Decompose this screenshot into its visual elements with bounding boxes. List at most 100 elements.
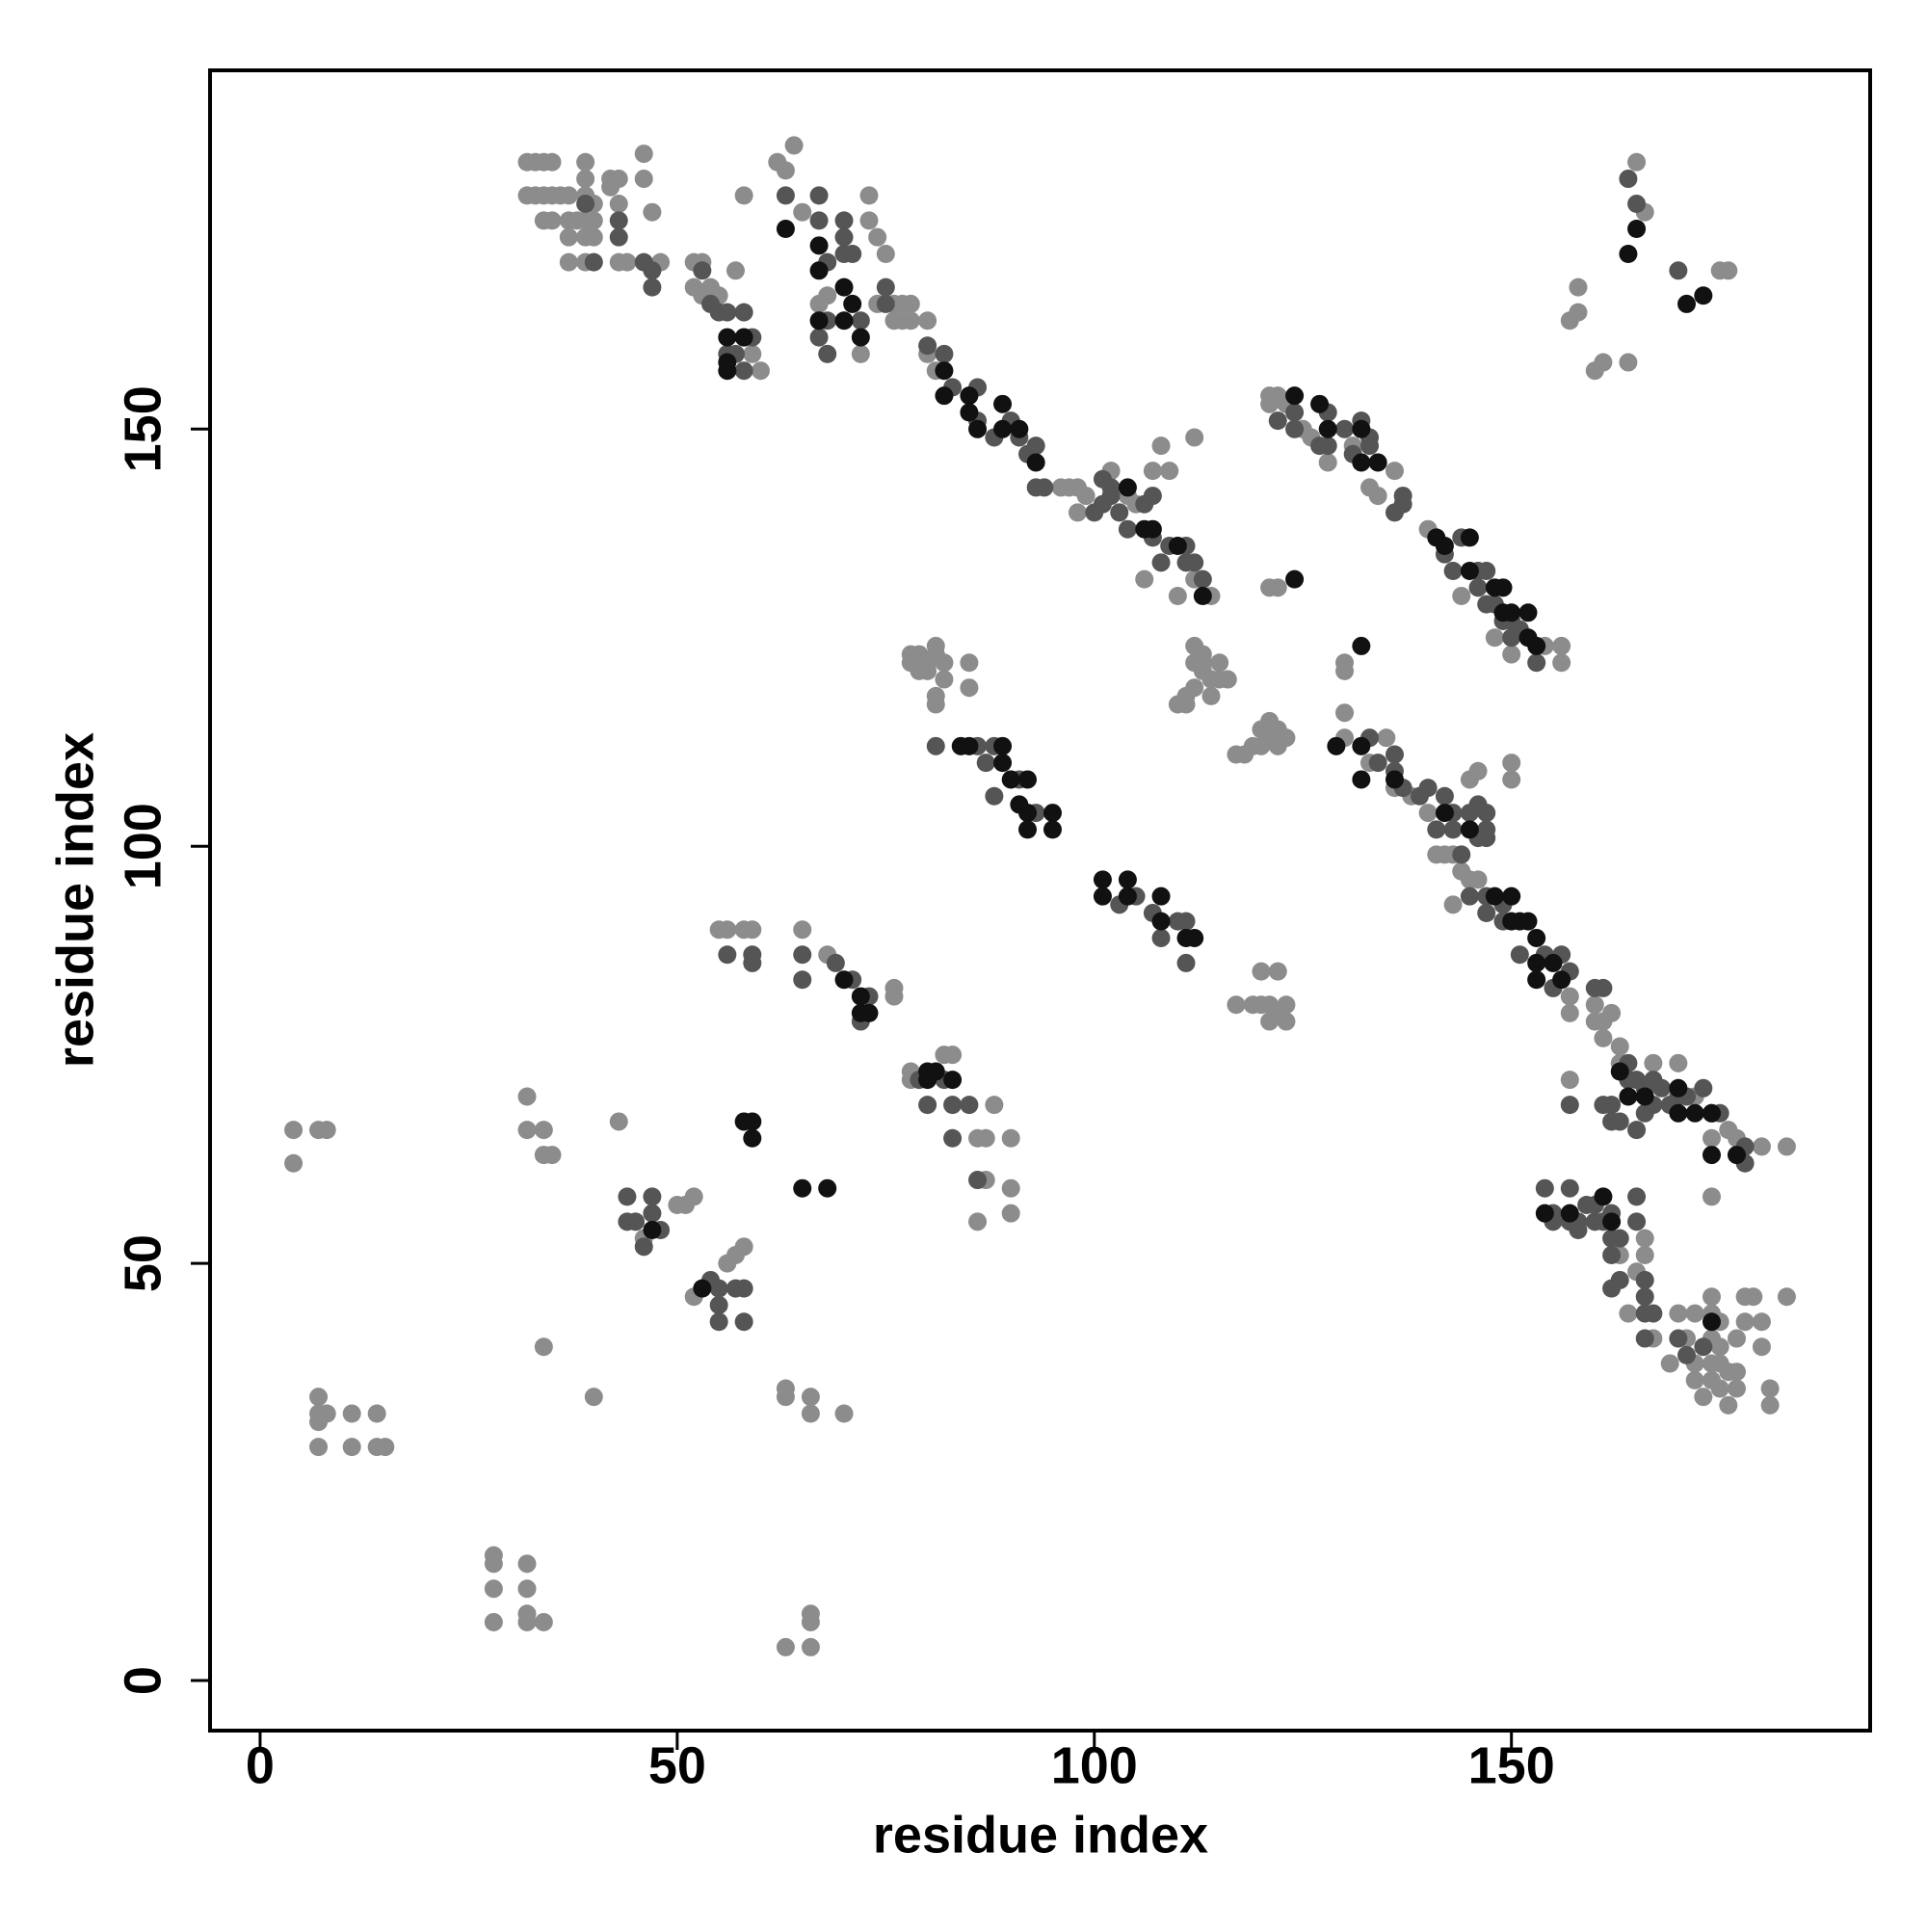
contact-point [1669, 1078, 1688, 1098]
contact-point [1502, 645, 1521, 664]
contact-point [643, 1187, 662, 1206]
contact-point [960, 736, 979, 755]
contact-point [1652, 1078, 1672, 1098]
contact-point [1418, 804, 1438, 823]
contact-point [1227, 995, 1246, 1015]
contact-point [809, 211, 829, 230]
contact-point [818, 344, 837, 363]
contact-point [751, 361, 770, 381]
contact-point [376, 1438, 395, 1457]
contact-point [960, 1096, 979, 1115]
contact-point [1635, 1229, 1654, 1248]
contact-point [985, 1096, 1004, 1115]
contact-point [1752, 1337, 1771, 1357]
contact-point [718, 303, 737, 322]
y-tick-label: 100 [114, 803, 172, 889]
contact-point [1093, 870, 1112, 889]
contact-point [1452, 845, 1471, 864]
contact-point [851, 344, 870, 363]
contact-point [634, 170, 653, 189]
contact-point [834, 1404, 854, 1423]
contact-point [517, 1579, 537, 1599]
contact-point [734, 303, 753, 322]
contact-point [1527, 970, 1546, 990]
contact-point [1427, 820, 1446, 839]
contact-point [1727, 1146, 1746, 1165]
contact-point [1143, 462, 1162, 481]
contact-point [1393, 487, 1412, 506]
contact-point [976, 754, 995, 773]
contact-point [1435, 537, 1454, 556]
contact-point [968, 1212, 988, 1231]
contact-point [309, 1388, 329, 1407]
contact-point [793, 1178, 812, 1198]
contact-point [1627, 195, 1647, 214]
contact-point [876, 278, 895, 297]
contact-point [943, 1128, 963, 1148]
contact-point [342, 1404, 361, 1423]
contact-point [743, 1128, 762, 1148]
contact-point [559, 227, 578, 247]
contact-point [1702, 1312, 1721, 1332]
contact-point [1610, 1037, 1629, 1056]
contact-point [1669, 1053, 1688, 1072]
contact-point [1310, 394, 1330, 413]
contact-point [843, 244, 862, 263]
contact-point [1694, 1337, 1713, 1357]
contact-point [743, 953, 762, 972]
contact-point [718, 361, 737, 381]
contact-point [1151, 553, 1171, 572]
contact-point [843, 294, 862, 313]
contact-point [1502, 887, 1521, 906]
contact-point [1110, 503, 1129, 522]
contact-point [1644, 1304, 1663, 1323]
contact-point [484, 1579, 503, 1599]
contact-point [985, 786, 1004, 806]
contact-point [484, 1612, 503, 1631]
contact-point [1101, 487, 1121, 506]
contact-point [851, 328, 870, 347]
contact-point [534, 1337, 553, 1357]
contact-point [976, 1128, 995, 1148]
contact-point [1627, 1121, 1647, 1140]
contact-point [776, 1637, 795, 1656]
contact-point [1443, 820, 1463, 839]
contact-point [634, 145, 653, 164]
contact-point [1560, 987, 1579, 1006]
contact-point [1360, 437, 1380, 456]
contact-point [1710, 1337, 1729, 1357]
contact-point [1585, 995, 1604, 1015]
contact-point [834, 211, 854, 230]
contact-point [1527, 953, 1546, 972]
contact-point [1610, 1062, 1629, 1081]
contact-point [484, 1554, 503, 1574]
contact-point [1035, 478, 1054, 497]
contact-point [809, 328, 829, 347]
contact-point [1752, 1312, 1771, 1332]
contact-point [1068, 503, 1087, 522]
contact-point [734, 1312, 753, 1332]
contact-point [1610, 1229, 1629, 1248]
contact-point [859, 1003, 879, 1022]
x-axis-title: residue index [873, 1806, 1208, 1864]
contact-point [1352, 419, 1371, 438]
contact-point [734, 361, 753, 381]
contact-point [801, 1604, 820, 1624]
contact-point [943, 1071, 963, 1090]
contact-point [1001, 770, 1020, 789]
contact-point [743, 1112, 762, 1131]
contact-point [884, 987, 904, 1006]
contact-point [1201, 686, 1221, 705]
contact-point [935, 670, 954, 689]
contact-point [743, 920, 762, 940]
contact-point [1368, 487, 1387, 506]
contact-point [1544, 953, 1563, 972]
contact-point [1168, 586, 1187, 605]
contact-point [643, 202, 662, 222]
contact-point [1185, 928, 1204, 947]
contact-point [1669, 1304, 1688, 1323]
contact-point [1185, 553, 1204, 572]
contact-point [1435, 804, 1454, 823]
contact-point [517, 1612, 537, 1631]
contact-point [834, 227, 854, 247]
